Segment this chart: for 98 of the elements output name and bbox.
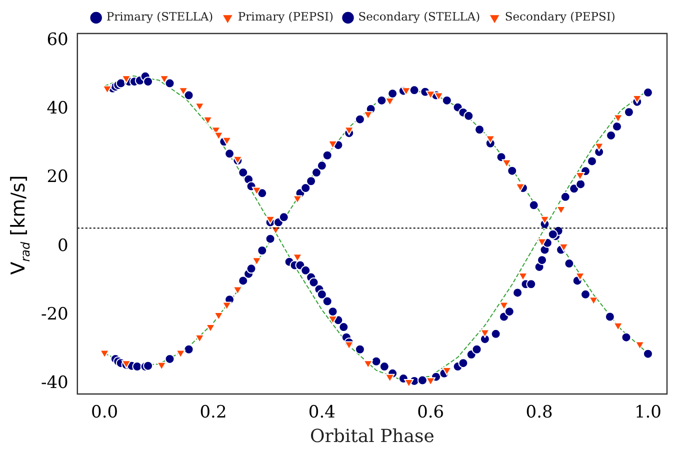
- point: [401, 87, 411, 96]
- point: [265, 234, 276, 244]
- point: [222, 302, 232, 310]
- point: [316, 160, 327, 171]
- point: [556, 206, 566, 214]
- point: [363, 360, 373, 369]
- point: [499, 302, 509, 310]
- x-tick-label: 0.2: [200, 402, 227, 423]
- x-axis-title: Orbital Phase: [310, 426, 434, 447]
- point: [613, 322, 623, 331]
- point: [132, 362, 142, 372]
- point: [442, 366, 452, 376]
- y-tick-label: -20: [40, 304, 68, 324]
- y-tick-label: 20: [46, 167, 68, 188]
- point: [265, 216, 276, 224]
- point: [222, 136, 232, 146]
- point: [548, 229, 558, 240]
- point: [486, 135, 496, 144]
- point: [464, 110, 474, 121]
- point: [232, 286, 243, 295]
- point: [159, 75, 170, 84]
- point: [528, 200, 539, 210]
- legend-label: Primary (PEPSI): [238, 10, 334, 24]
- point: [575, 272, 585, 282]
- x-tick-label: 0.8: [526, 402, 553, 423]
- point: [632, 95, 642, 104]
- point: [328, 315, 338, 324]
- point: [385, 374, 395, 382]
- point: [642, 348, 653, 359]
- point: [604, 312, 615, 322]
- point: [558, 243, 569, 252]
- point: [426, 90, 436, 100]
- point: [376, 95, 387, 106]
- point: [621, 332, 632, 342]
- point: [507, 166, 518, 176]
- point: [537, 238, 547, 247]
- point: [635, 341, 645, 350]
- point: [292, 254, 302, 262]
- point: [480, 329, 490, 338]
- point: [194, 102, 204, 112]
- point: [442, 95, 452, 106]
- point: [164, 354, 175, 364]
- point: [252, 186, 262, 196]
- point: [202, 116, 213, 125]
- legend-label: Secondary (STELLA): [358, 10, 480, 24]
- x-tick-label: 0.4: [308, 402, 336, 423]
- point: [404, 378, 414, 388]
- point: [474, 124, 485, 135]
- point: [496, 152, 506, 162]
- y-tick-label: 40: [46, 98, 68, 118]
- x-tick-label: 0.0: [91, 402, 118, 423]
- point: [409, 85, 420, 96]
- point: [184, 344, 194, 354]
- point: [292, 195, 302, 204]
- point: [434, 92, 444, 101]
- point: [100, 350, 110, 358]
- point: [143, 360, 154, 371]
- point: [540, 216, 550, 224]
- point: [385, 97, 395, 106]
- point: [363, 111, 373, 120]
- point: [176, 350, 186, 358]
- point: [344, 126, 354, 136]
- point: [246, 264, 256, 274]
- point: [252, 257, 262, 266]
- point: [344, 341, 354, 350]
- point: [278, 212, 289, 222]
- point: [238, 276, 248, 286]
- x-tick-label: 0.6: [417, 402, 444, 423]
- point: [257, 245, 268, 256]
- point: [580, 289, 590, 300]
- point: [156, 362, 166, 370]
- y-tick-label: 0: [58, 236, 68, 256]
- point: [502, 159, 512, 168]
- point: [322, 150, 332, 160]
- point: [588, 296, 598, 306]
- point: [328, 140, 338, 149]
- y-tick-label: -40: [40, 373, 68, 394]
- point: [426, 377, 436, 386]
- point: [613, 114, 623, 123]
- point: [515, 183, 526, 192]
- point: [178, 87, 188, 96]
- point: [121, 75, 132, 84]
- point: [194, 334, 204, 343]
- point: [102, 85, 112, 94]
- point: [300, 183, 311, 193]
- point: [388, 88, 398, 99]
- point: [311, 168, 322, 178]
- y-tick-label: 60: [46, 30, 68, 50]
- point: [575, 172, 585, 180]
- legend-label: Secondary (PEPSI): [504, 10, 616, 24]
- x-tick-label: 1.0: [634, 402, 662, 423]
- point: [594, 142, 604, 152]
- legend-label: Primary (STELLA): [106, 10, 214, 24]
- point: [518, 272, 528, 282]
- point: [564, 258, 574, 269]
- point: [306, 176, 316, 186]
- point: [214, 132, 224, 140]
- point: [354, 114, 365, 124]
